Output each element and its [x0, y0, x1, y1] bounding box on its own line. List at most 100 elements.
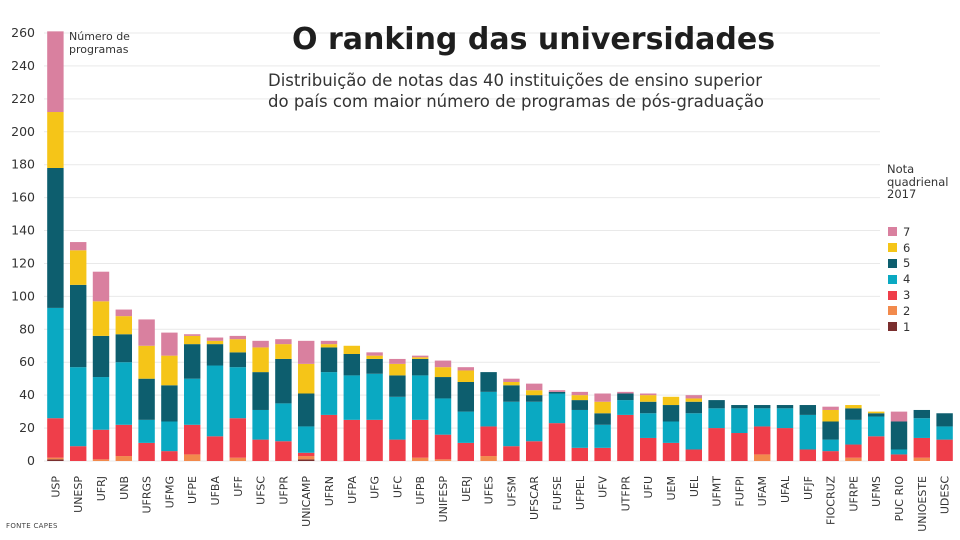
bar-segment	[115, 362, 133, 425]
x-tick-label: FIOCRUZ	[825, 476, 838, 525]
y-tick-label: 200	[11, 124, 35, 139]
bar-segment	[594, 447, 611, 461]
legend-swatch	[888, 227, 897, 237]
bar-segment	[503, 378, 520, 382]
legend-item: 5	[888, 256, 910, 272]
bar-segment	[639, 437, 657, 461]
bar-segment	[92, 459, 110, 461]
bar-stack	[69, 242, 87, 461]
bar-segment	[92, 335, 110, 378]
bar-segment	[343, 354, 361, 376]
y-axis-label-line-1: Número de	[69, 30, 130, 43]
bar-segment	[594, 424, 611, 448]
bar-stack	[731, 405, 748, 461]
bar-segment	[594, 393, 611, 402]
bar-stack	[275, 339, 292, 461]
bar-segment	[662, 442, 680, 461]
bar-segment	[366, 373, 383, 420]
legend-swatch	[888, 290, 897, 300]
bar-segment	[206, 344, 224, 366]
bar-segment	[47, 307, 64, 419]
x-tick-label: UNIFESP	[437, 476, 450, 523]
bar-stack	[503, 378, 520, 461]
bar-stack	[92, 271, 110, 461]
bar-segment	[92, 301, 110, 336]
bar-stack	[480, 372, 497, 461]
bar-segment	[617, 393, 634, 401]
bar-segment	[275, 358, 292, 404]
bar-segment	[389, 375, 406, 397]
bar-segment	[525, 383, 543, 391]
bar-segment	[275, 344, 292, 359]
bar-segment	[708, 408, 725, 429]
legend-label: 4	[903, 272, 911, 287]
bar-segment	[389, 396, 406, 440]
bar-segment	[503, 401, 520, 447]
x-tick-label: UFSCAR	[528, 476, 541, 520]
bar-segment	[753, 426, 771, 455]
bar-segment	[297, 426, 315, 453]
chart-title: O ranking das universidades	[292, 22, 776, 57]
legend-item: 2	[888, 303, 910, 319]
bar-segment	[206, 365, 224, 437]
bar-segment	[571, 400, 589, 410]
chart-subtitle: Distribuição de notas das 40 instituiçõe…	[268, 70, 764, 112]
bar-segment	[252, 340, 269, 348]
bar-segment	[229, 457, 247, 461]
legend-label: 7	[903, 224, 911, 239]
bar-segment	[366, 352, 383, 356]
x-tick-label: UFRPE	[847, 476, 860, 512]
chart-gridlines	[44, 32, 880, 462]
bar-segment	[320, 372, 338, 415]
bar-stack	[457, 367, 475, 461]
bar-segment	[913, 437, 931, 458]
bar-segment	[183, 378, 201, 425]
bar-segment	[480, 456, 497, 461]
bar-segment	[662, 396, 680, 406]
bar-segment	[867, 416, 885, 437]
bar-segment	[662, 421, 680, 443]
bar-segment	[799, 449, 817, 461]
bar-segment	[845, 419, 862, 445]
bar-stack	[662, 396, 680, 461]
bar-segment	[161, 421, 178, 452]
bar-segment	[138, 345, 155, 379]
bar-segment	[366, 358, 383, 374]
x-tick-label: UFBA	[209, 476, 222, 506]
bar-segment	[571, 395, 589, 401]
bar-segment	[252, 439, 269, 461]
bar-segment	[936, 413, 953, 427]
x-tick-label: UNIOESTE	[916, 476, 929, 532]
y-tick-label: 120	[11, 255, 35, 270]
bar-segment	[639, 393, 657, 396]
y-tick-label: 100	[11, 288, 35, 303]
x-tick-label: UTFPR	[619, 476, 632, 512]
bar-segment	[183, 424, 201, 455]
bar-segment	[206, 337, 224, 341]
bar-segment	[525, 441, 543, 461]
bar-segment	[92, 271, 110, 302]
bar-segment	[822, 451, 839, 461]
bar-segment	[753, 408, 771, 427]
bar-segment	[411, 375, 429, 420]
bar-segment	[161, 385, 178, 422]
bar-segment	[206, 340, 224, 345]
bar-stack	[822, 406, 839, 461]
bar-segment	[776, 405, 794, 409]
bar-segment	[845, 405, 862, 409]
y-axis-label: Número de programas	[69, 30, 130, 56]
bar-stack	[594, 393, 611, 461]
bar-segment	[434, 367, 452, 378]
y-tick-label: 160	[11, 190, 35, 205]
x-tick-label: UNB	[118, 476, 131, 500]
bar-segment	[297, 393, 315, 427]
bar-segment	[115, 309, 133, 317]
bar-segment	[867, 413, 885, 417]
bar-segment	[320, 347, 338, 373]
bar-stack	[867, 411, 885, 461]
y-tick-label: 220	[11, 91, 35, 106]
bar-segment	[275, 441, 292, 461]
bar-stack	[799, 405, 817, 461]
bar-segment	[411, 457, 429, 461]
